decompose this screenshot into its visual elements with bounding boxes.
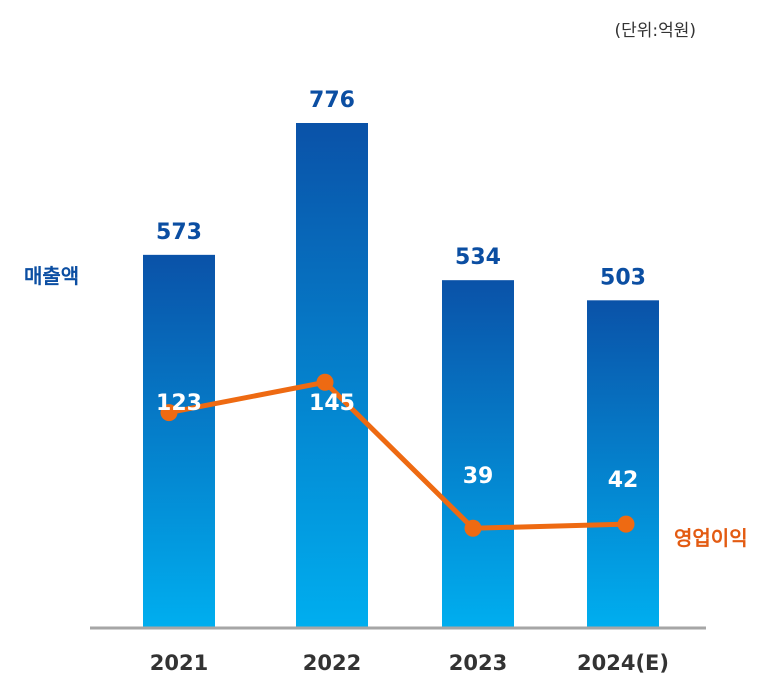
unit-label: (단위:억원) [614,21,696,41]
operating-profit-point-2022 [316,373,334,391]
labels-layer: 573 776 534 503 2021 2022 2023 2024(E) 123 145 39 4… [90,88,706,675]
line-layer [160,373,635,537]
operating-profit-value-label-2023: 39 [463,464,494,489]
revenue-bar-2023 [442,280,514,627]
operating-profit-point-2021 [160,404,178,422]
x-tick-label-2021: 2021 [150,651,208,675]
x-tick-label-2024(E): 2024(E) [577,651,669,675]
revenue-bar-2022 [296,123,368,627]
operating-profit-point-2024(E) [617,515,635,533]
revenue-value-label-2024(E): 503 [600,265,646,290]
revenue-bar-2021 [143,254,215,627]
x-tick-label-2023: 2023 [449,651,507,675]
revenue-series-label: 매출액 [24,264,80,288]
revenue-value-label-2021: 573 [156,220,202,245]
operating-profit-value-label-2021: 123 [156,391,202,416]
operating-profit-line [168,379,627,531]
revenue-bar-2024(E) [587,300,659,627]
operating-profit-point-2023 [464,519,482,537]
revenue-value-label-2022: 776 [309,88,355,113]
operating-profit-value-label-2024(E): 42 [608,468,639,493]
revenue-value-label-2023: 534 [455,245,501,270]
operating-profit-value-label-2022: 145 [309,391,355,416]
bars-layer [143,123,659,627]
x-tick-label-2022: 2022 [303,651,361,675]
operating-profit-series-label: 영업이익 [674,526,748,550]
